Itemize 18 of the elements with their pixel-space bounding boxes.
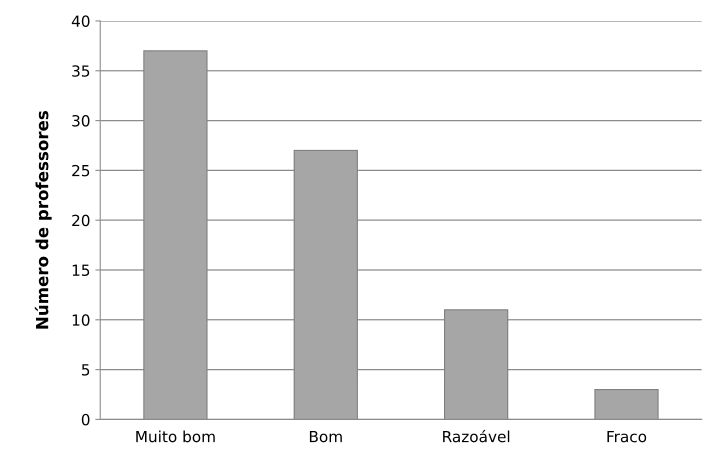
y-tick-label: 30 (72, 115, 90, 127)
y-tick-label: 0 (82, 414, 90, 426)
x-tick-label: Muito bom (136, 430, 215, 442)
bar (294, 150, 358, 420)
bar (594, 388, 659, 420)
y-tick-label: 5 (82, 364, 90, 376)
y-axis-title: Número de professores (34, 111, 52, 329)
x-tick-label: Razoável (443, 430, 510, 442)
y-tick-label: 25 (72, 164, 90, 176)
y-tick-label: 20 (72, 214, 90, 226)
y-tick-label: 15 (72, 264, 90, 276)
y-tick-label: 35 (72, 65, 90, 77)
bar (143, 50, 208, 420)
y-tick-label: 10 (72, 314, 90, 326)
x-tick-label: Fraco (607, 430, 646, 442)
bar (444, 309, 508, 420)
x-tick-label: Bom (310, 430, 342, 442)
y-tick-label: 40 (72, 15, 90, 27)
